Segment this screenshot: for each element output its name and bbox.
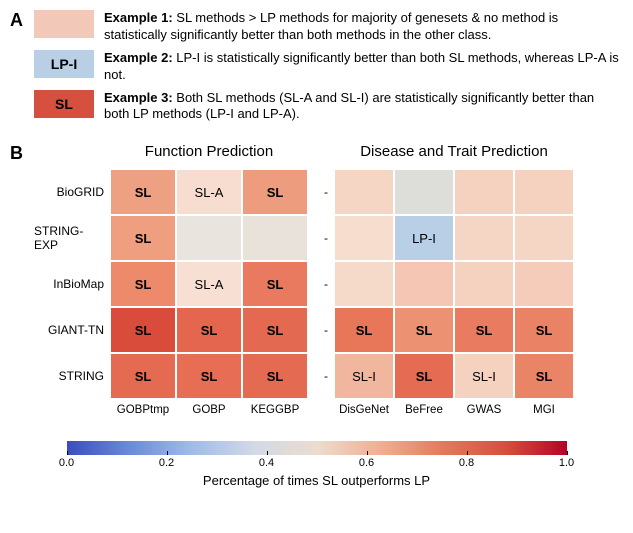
legend-row-2: LP-I Example 2: LP-I is statistically si… [10, 50, 623, 84]
heatmap-cell [454, 261, 514, 307]
colorbar-ticks: 0.00.20.40.60.81.0 [67, 455, 567, 471]
col-label: MGI [514, 401, 574, 421]
heatmap-cell [334, 169, 394, 215]
col-label: GOBP [176, 401, 242, 421]
heatmap-cell: SL [110, 169, 176, 215]
heatmap-cell: SL-I [454, 353, 514, 399]
legend-swatch-3: SL [34, 90, 94, 118]
colorbar [67, 441, 567, 455]
row-ticks-right: ----- [324, 169, 334, 399]
col-label: DisGeNet [334, 401, 394, 421]
row-label: BioGRID [34, 169, 110, 215]
colorbar-tick: 0.2 [159, 457, 174, 469]
legend-swatch-2: LP-I [34, 50, 94, 78]
heatmap-cell: SL [394, 353, 454, 399]
colorbar-tick: 0.0 [59, 457, 74, 469]
legend-text-2: Example 2: LP-I is statistically signifi… [104, 50, 623, 84]
heatmap-disease-trait: Disease and Trait Prediction LP-ISLSLSLS… [334, 143, 574, 421]
heatmap-cell: SL-A [176, 169, 242, 215]
col-label: KEGGBP [242, 401, 308, 421]
col-label: GWAS [454, 401, 514, 421]
heatmap-cell [176, 215, 242, 261]
legend-swatch-1 [34, 10, 94, 38]
legend-row-3: SL Example 3: Both SL methods (SL-A and … [10, 90, 623, 124]
panel-a-label: A [10, 10, 34, 31]
section-title-0: Function Prediction [110, 143, 308, 163]
grid-disease: LP-ISLSLSLSLSL-ISLSL-ISL [334, 169, 574, 399]
legend-row-1: A Example 1: SL methods > LP methods for… [10, 10, 623, 44]
heatmap-function-prediction: Function Prediction SLSL-ASLSLSLSL-ASLSL… [110, 143, 308, 421]
row-label: STRING-EXP [34, 215, 110, 261]
col-label: BeFree [394, 401, 454, 421]
heatmap-cell: SL [176, 353, 242, 399]
heatmap-cell: LP-I [394, 215, 454, 261]
heatmap-cell [454, 215, 514, 261]
section-title-1: Disease and Trait Prediction [334, 143, 574, 163]
grid-function: SLSL-ASLSLSLSL-ASLSLSLSLSLSLSL [110, 169, 308, 399]
colorbar-label: Percentage of times SL outperforms LP [10, 473, 623, 488]
heatmap-cell [514, 215, 574, 261]
panel-b: B BioGRIDSTRING-EXPInBioMapGIANT-TNSTRIN… [10, 143, 623, 488]
heatmap-cell: SL [110, 261, 176, 307]
colorbar-tick: 0.8 [459, 457, 474, 469]
panel-b-label: B [10, 143, 34, 164]
heatmap-cell: SL [176, 307, 242, 353]
heatmap-cell [394, 261, 454, 307]
row-label: GIANT-TN [34, 307, 110, 353]
row-labels: BioGRIDSTRING-EXPInBioMapGIANT-TNSTRING [34, 169, 110, 399]
heatmap-cell: SL [334, 307, 394, 353]
row-label: STRING [34, 353, 110, 399]
heatmap-cell: SL [242, 169, 308, 215]
heatmap-cell [242, 215, 308, 261]
colorbar-tick: 0.6 [359, 457, 374, 469]
heatmap-cell: SL [242, 353, 308, 399]
heatmap-cell [334, 261, 394, 307]
colorbar-tick: 1.0 [559, 457, 574, 469]
heatmap-cell: SL-I [334, 353, 394, 399]
heatmap-cell [394, 169, 454, 215]
colorbar-tick: 0.4 [259, 457, 274, 469]
heatmap-cell [514, 169, 574, 215]
heatmap-cell: SL [110, 353, 176, 399]
row-label: InBioMap [34, 261, 110, 307]
heatmap-cell: SL [454, 307, 514, 353]
heatmap-cell: SL [110, 307, 176, 353]
col-labels-function: GOBPtmpGOBPKEGGBP [110, 401, 308, 421]
col-labels-disease: DisGeNetBeFreeGWASMGI [334, 401, 574, 421]
heatmap-cell [454, 169, 514, 215]
colorbar-wrap: 0.0 0.2 0.4 0.6 0.8 1.0 Percentage of times S… [10, 441, 623, 488]
heatmap-cell: SL [394, 307, 454, 353]
heatmap-cell: SL [110, 215, 176, 261]
legend-text-3: Example 3: Both SL methods (SL-A and SL-… [104, 90, 623, 124]
legend-text-1: Example 1: SL methods > LP methods for m… [104, 10, 623, 44]
heatmap-cell: SL-A [176, 261, 242, 307]
heatmap-wrap: B BioGRIDSTRING-EXPInBioMapGIANT-TNSTRIN… [10, 143, 623, 421]
heatmap-cell [514, 261, 574, 307]
heatmap-cell: SL [242, 261, 308, 307]
heatmap-cell [334, 215, 394, 261]
col-label: GOBPtmp [110, 401, 176, 421]
heatmap-cell: SL [514, 307, 574, 353]
heatmap-cell: SL [242, 307, 308, 353]
heatmap-cell: SL [514, 353, 574, 399]
panel-a: A Example 1: SL methods > LP methods for… [10, 10, 623, 123]
